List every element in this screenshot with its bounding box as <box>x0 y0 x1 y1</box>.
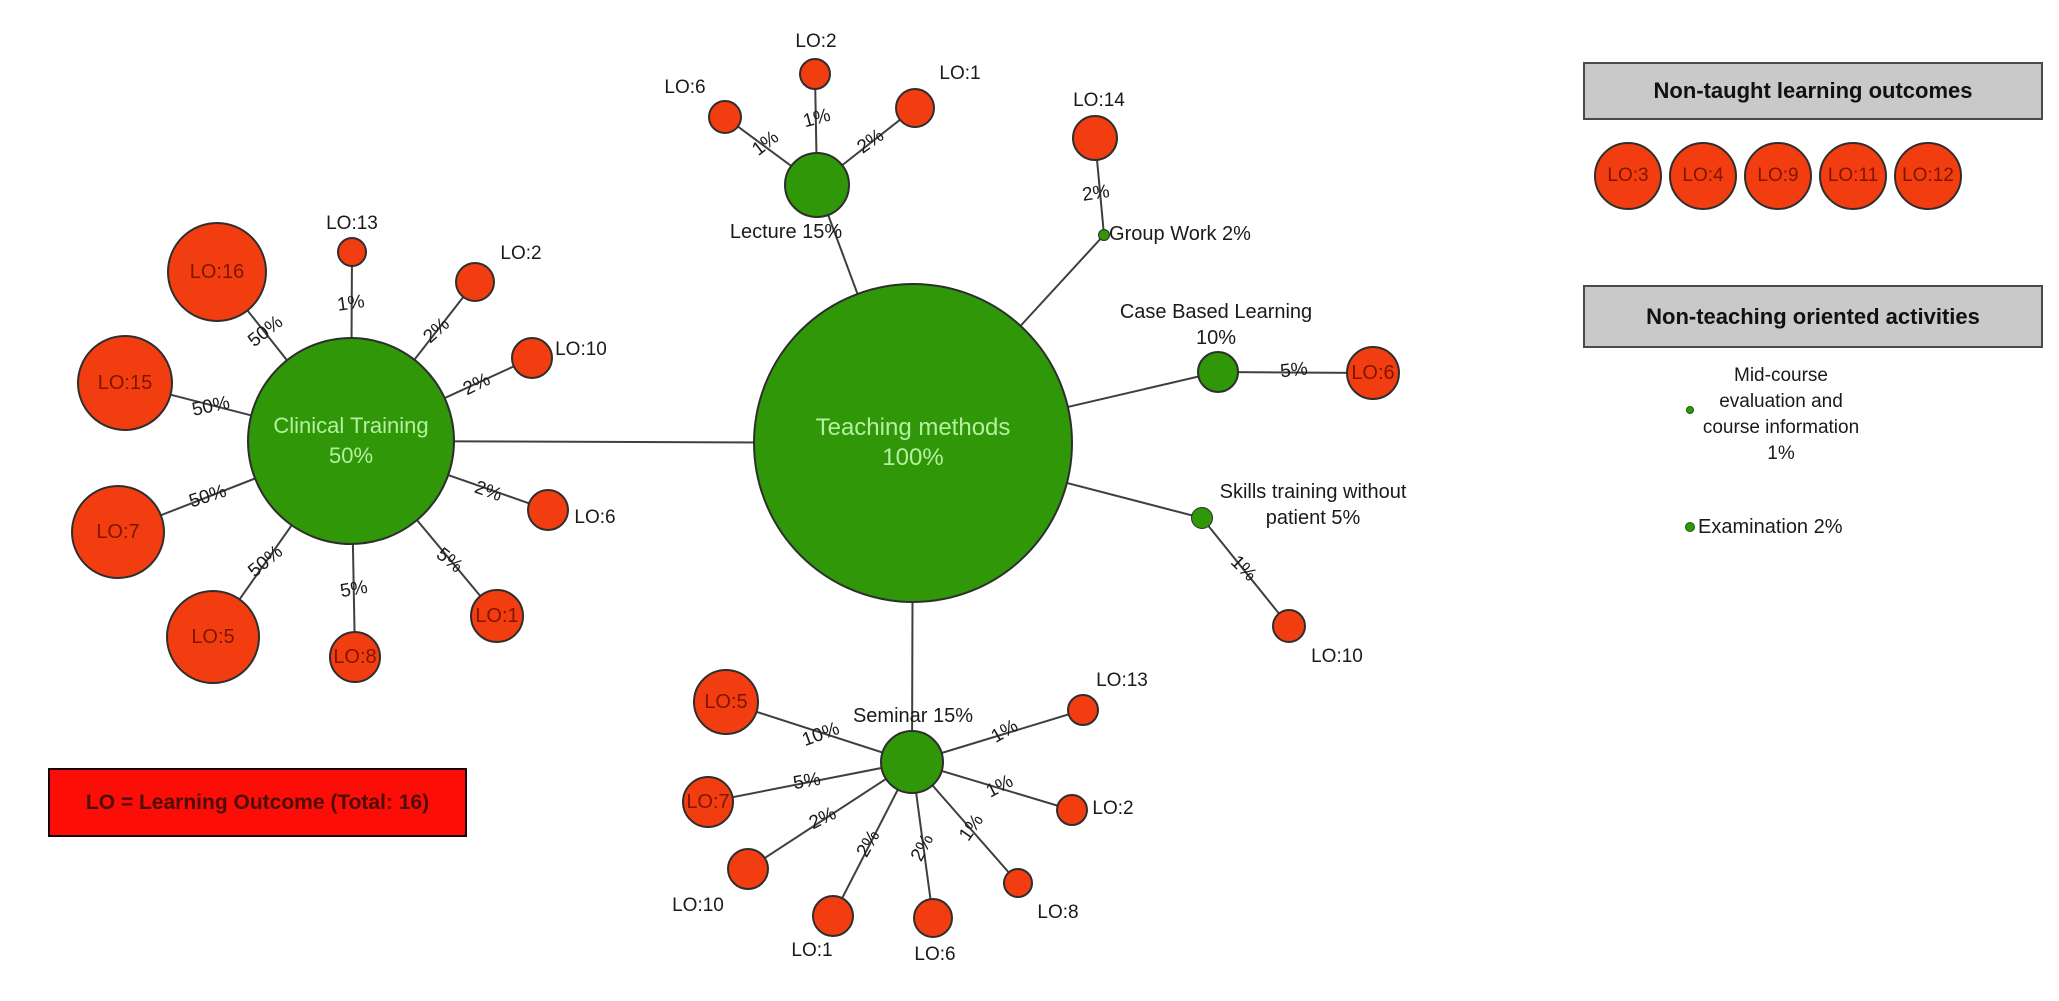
non-taught-panel-header: Non-taught learning outcomes <box>1583 62 2043 120</box>
node-sem_lo13 <box>1067 694 1099 726</box>
non-taught-outcome-lo11: LO:11 <box>1819 142 1887 210</box>
non-taught-outcome-lo12: LO:12 <box>1894 142 1962 210</box>
node-skills <box>1191 507 1213 529</box>
node-cl_lo10 <box>511 337 553 379</box>
node-sem_lo5: LO:5 <box>693 669 759 735</box>
node-lo14 <box>1072 115 1118 161</box>
label-groupwork: Group Work 2% <box>1109 223 1251 245</box>
node-lecture <box>784 152 850 218</box>
label-sem_lo1: LO:1 <box>791 940 833 961</box>
node-cl_lo16: LO:16 <box>167 222 267 322</box>
node-sem_lo2 <box>1056 794 1088 826</box>
label-lec_lo1: LO:1 <box>939 63 981 84</box>
label-cl_lo15: LO:15 <box>97 371 153 394</box>
label-cl_lo8: LO:8 <box>333 645 377 668</box>
edge-skills-sk_lo10 <box>1201 517 1290 627</box>
node-seminar <box>880 730 944 794</box>
examination-dot-icon <box>1685 522 1695 532</box>
label-cl_lo13: LO:13 <box>326 213 378 234</box>
node-lec_lo1 <box>895 88 935 128</box>
non-taught-outcome-lo3: LO:3 <box>1594 142 1662 210</box>
node-teaching: Teaching methods 100% <box>753 283 1073 603</box>
node-cbl_lo6: LO:6 <box>1346 346 1400 400</box>
label-sem_lo2: LO:2 <box>1092 798 1134 819</box>
edge-label-cbl-cbl_lo6: 5% <box>1279 358 1309 383</box>
non-taught-panel-title: Non-taught learning outcomes <box>1653 78 1973 103</box>
edge-seminar-sem_lo7 <box>707 761 913 803</box>
edge-label-lo14-groupwork: 2% <box>1080 181 1111 206</box>
examination-activity-label: Examination 2% <box>1698 516 1843 538</box>
label-cbl_lo6: LO:6 <box>1351 361 1395 384</box>
node-cbl <box>1197 351 1239 393</box>
label-seminar: Seminar 15% <box>852 705 974 727</box>
node-lec_lo6 <box>708 100 742 134</box>
label-lecture: Lecture 15% <box>729 221 843 243</box>
node-sem_lo8 <box>1003 868 1033 898</box>
node-sem_lo6 <box>913 898 953 938</box>
node-sk_lo10 <box>1272 609 1306 643</box>
node-groupwork <box>1098 229 1110 241</box>
non-taught-outcome-lo9: LO:9 <box>1744 142 1812 210</box>
node-cl_lo1: LO:1 <box>470 589 524 643</box>
label-sem_lo8: LO:8 <box>1037 902 1079 923</box>
node-cl_lo5: LO:5 <box>166 590 260 684</box>
label-lo14: LO:14 <box>1073 90 1125 111</box>
label-cl_lo5: LO:5 <box>191 625 235 648</box>
label-sem_lo10: LO:10 <box>672 895 724 916</box>
label-teaching: Teaching methods 100% <box>815 414 1011 471</box>
label-cl_lo2: LO:2 <box>500 243 542 264</box>
mid-course-dot-icon <box>1686 406 1694 414</box>
label-cl_lo16: LO:16 <box>189 260 245 283</box>
edge-label-seminar-sem_lo7: 5% <box>791 768 823 795</box>
label-cl_lo7: LO:7 <box>96 520 140 543</box>
node-cl_lo8: LO:8 <box>329 631 381 683</box>
label-sem_lo5: LO:5 <box>704 690 748 713</box>
label-cl_lo1: LO:1 <box>475 604 519 627</box>
label-cl_lo10: LO:10 <box>555 339 607 360</box>
label-sem_lo6: LO:6 <box>914 944 956 965</box>
label-cbl: Case Based Learning 10% <box>1119 301 1313 349</box>
node-cl_lo6 <box>527 489 569 531</box>
non-teaching-panel-header: Non-teaching oriented activities <box>1583 285 2043 348</box>
legend-box: LO = Learning Outcome (Total: 16) <box>48 768 467 837</box>
node-cl_lo13 <box>337 237 367 267</box>
label-clinical: Clinical Training 50% <box>273 413 429 468</box>
label-sem_lo13: LO:13 <box>1096 670 1148 691</box>
node-cl_lo7: LO:7 <box>71 485 165 579</box>
legend-label: LO = Learning Outcome (Total: 16) <box>85 790 430 814</box>
node-cl_lo2 <box>455 262 495 302</box>
node-sem_lo10 <box>727 848 769 890</box>
label-lec_lo6: LO:6 <box>664 77 706 98</box>
node-clinical: Clinical Training 50% <box>247 337 455 545</box>
mid-course-activity-label: Mid-course evaluation and course informa… <box>1702 365 1860 464</box>
label-cl_lo6: LO:6 <box>574 507 616 528</box>
label-sk_lo10: LO:10 <box>1311 646 1363 667</box>
non-teaching-panel-title: Non-teaching oriented activities <box>1646 303 1980 329</box>
edge-label-clinical-cl_lo8: 5% <box>338 576 370 603</box>
node-sem_lo7: LO:7 <box>682 776 734 828</box>
label-skills: Skills training without patient 5% <box>1219 481 1407 529</box>
label-sem_lo7: LO:7 <box>686 790 730 813</box>
node-lec_lo2 <box>799 58 831 90</box>
node-sem_lo1 <box>812 895 854 937</box>
label-lec_lo2: LO:2 <box>795 31 837 52</box>
non-taught-outcome-lo4: LO:4 <box>1669 142 1737 210</box>
edge-label-clinical-cl_lo13: 1% <box>335 291 366 316</box>
node-cl_lo15: LO:15 <box>77 335 173 431</box>
